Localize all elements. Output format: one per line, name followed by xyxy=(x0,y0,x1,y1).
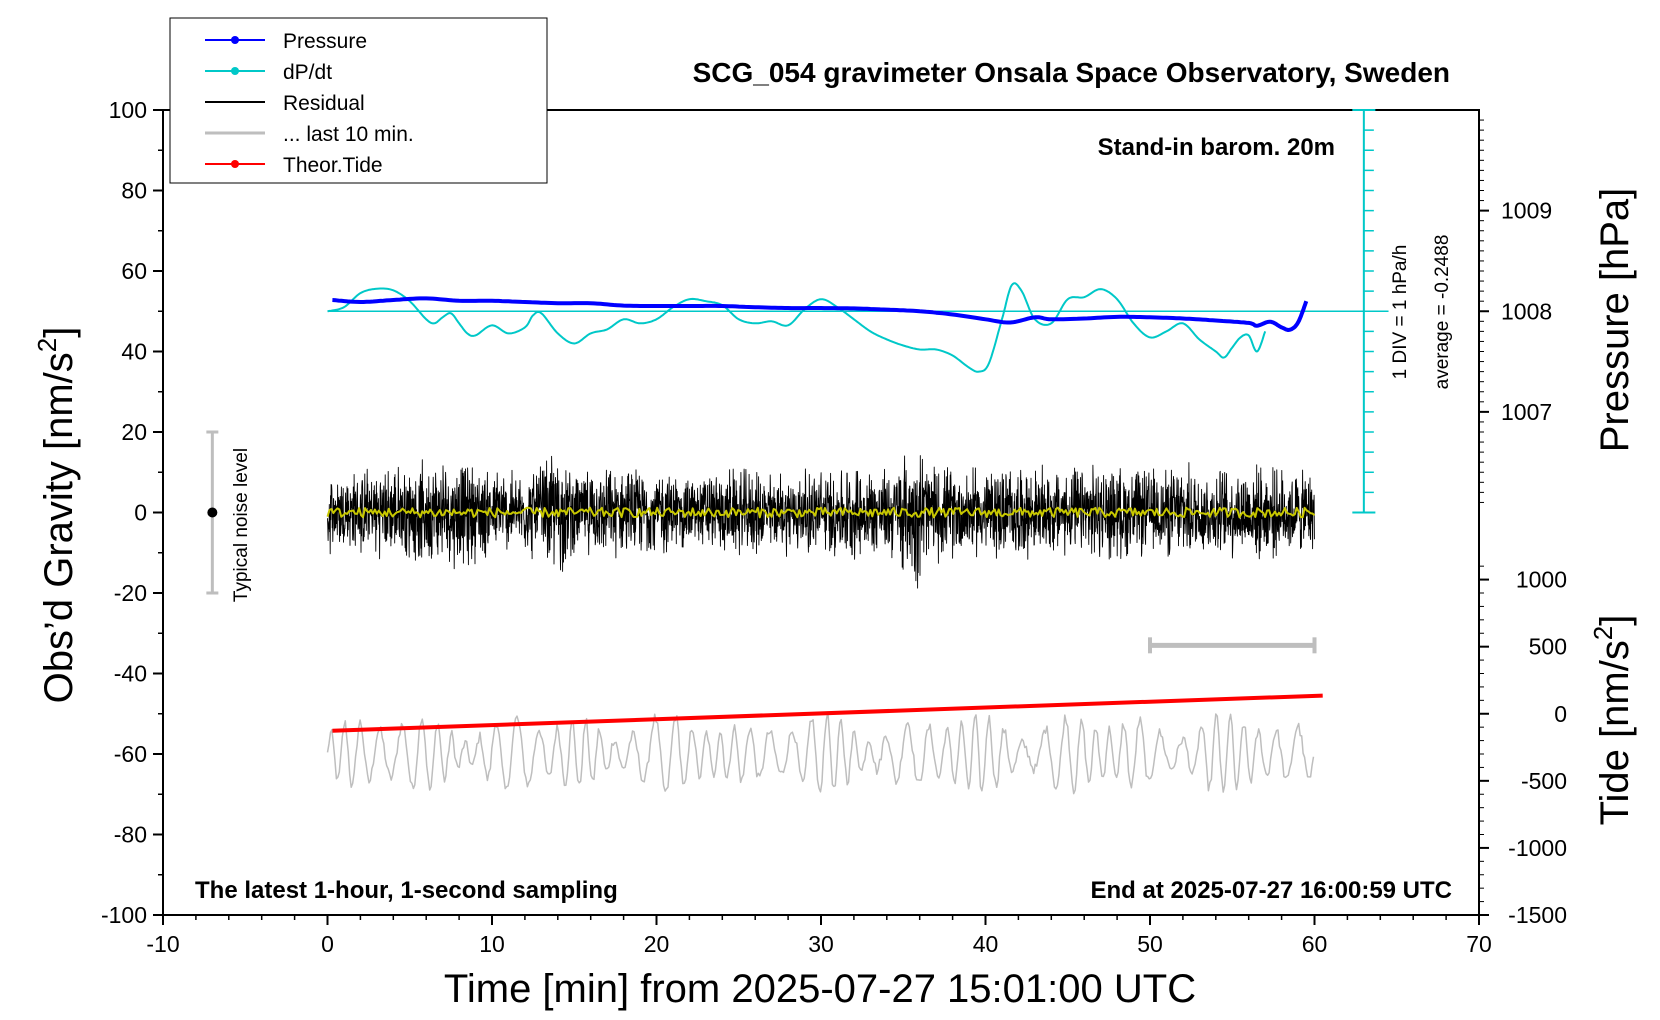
tide-axis-title-sup: 2 xyxy=(1588,626,1618,640)
x-tick-label: 50 xyxy=(1137,931,1163,957)
noise-level-marker xyxy=(206,430,219,595)
x-axis-title: Time [min] from 2025-07-27 15:01:00 UTC xyxy=(444,967,1196,1011)
tide-axis-title-base: Tide [nm/s xyxy=(1593,640,1637,825)
dpdt-series xyxy=(327,282,1267,373)
y-axis-title-left-end: ] xyxy=(37,327,81,338)
residual-mean-series xyxy=(326,506,1316,519)
y-tick-label: 80 xyxy=(121,178,147,204)
div-annotation: 1 DIV = 1 hPa/h xyxy=(1390,245,1411,380)
noise-annotation: Typical noise level xyxy=(231,448,252,602)
y-axis-title-left-sup: 2 xyxy=(32,338,62,352)
legend-label: Pressure xyxy=(283,30,367,53)
x-tick-label: 70 xyxy=(1466,931,1492,957)
tide-line xyxy=(332,693,1323,733)
residual-mean-line xyxy=(326,506,1316,519)
pressure-line xyxy=(332,296,1309,332)
tide-tick-label: 0 xyxy=(1554,701,1567,727)
tide-axis-ticks: -1500 -1000 -500 0 500 1000 xyxy=(1479,565,1567,928)
last10-line xyxy=(326,711,1315,795)
x-tick-label: 20 xyxy=(644,931,670,957)
y-tick-label: 0 xyxy=(134,500,147,526)
tide-axis-title: Tide [nm/s2] xyxy=(1588,615,1637,826)
y-tick-label: -20 xyxy=(114,580,147,606)
x-axis-ticks: -10 0 10 20 30 40 50 60 70 xyxy=(146,915,1492,957)
chart-title: SCG_054 gravimeter Onsala Space Observat… xyxy=(693,57,1450,88)
dpdt-scale-bar xyxy=(327,109,1389,514)
noise-level-center-dot xyxy=(207,507,218,518)
x-tick-label: 10 xyxy=(479,931,505,957)
barom-annotation: Stand-in barom. 20m xyxy=(1098,134,1335,161)
latest-annotation: The latest 1-hour, 1-second sampling xyxy=(195,877,618,904)
average-annotation: average = -0.2488 xyxy=(1432,235,1453,390)
x-tick-label: 60 xyxy=(1302,931,1328,957)
pressure-series xyxy=(332,296,1309,332)
y-tick-label: 60 xyxy=(121,258,147,284)
tide-series xyxy=(332,693,1323,733)
y-tick-label: -100 xyxy=(101,902,147,928)
tide-tick-label: -1000 xyxy=(1508,835,1567,861)
y-tick-label: 100 xyxy=(109,97,147,123)
tide-axis-title-end: ] xyxy=(1593,615,1637,626)
legend-marker xyxy=(231,36,239,44)
legend-label: dP/dt xyxy=(283,61,332,84)
legend-label: Theor.Tide xyxy=(283,154,383,177)
pressure-tick-label: 1009 xyxy=(1501,198,1552,224)
end-annotation: End at 2025-07-27 16:00:59 UTC xyxy=(1091,877,1453,904)
y-axis-title-left-base: Obs’d Gravity [nm/s xyxy=(37,352,81,703)
last10-window-bar xyxy=(1148,637,1317,654)
y-tick-label: -80 xyxy=(114,822,147,848)
y-tick-label: -40 xyxy=(114,661,147,687)
tide-tick-label: -500 xyxy=(1521,768,1567,794)
tide-tick-label: -1500 xyxy=(1508,902,1567,928)
tide-tick-label: 500 xyxy=(1529,634,1567,660)
y-tick-label: -60 xyxy=(114,741,147,767)
x-tick-label: 40 xyxy=(973,931,999,957)
pressure-axis-title: Pressure [hPa] xyxy=(1593,188,1637,453)
residual-line xyxy=(327,455,1315,589)
x-tick-label: 30 xyxy=(808,931,834,957)
legend-label: Residual xyxy=(283,92,365,115)
legend-marker xyxy=(231,160,239,168)
legend-marker xyxy=(231,67,239,75)
legend-label: ... last 10 min. xyxy=(283,123,414,146)
legend: Pressure dP/dt Residual ... last 10 min. The… xyxy=(169,17,548,184)
tide-tick-label: 1000 xyxy=(1516,567,1567,593)
y-tick-label: 20 xyxy=(121,419,147,445)
dpdt-line xyxy=(327,282,1267,373)
pressure-tick-label: 1008 xyxy=(1501,298,1552,324)
y-axis-ticks: -100 -80 -60 -40 -20 0 20 40 60 80 100 xyxy=(101,97,163,928)
legend-box xyxy=(169,17,548,184)
x-tick-label: 0 xyxy=(321,931,334,957)
pressure-axis-ticks: 1007 1008 1009 xyxy=(1479,119,1552,503)
residual-series xyxy=(327,455,1315,589)
last10-series xyxy=(326,711,1315,795)
y-axis-title-left: Obs’d Gravity [nm/s2] xyxy=(32,327,81,704)
pressure-tick-label: 1007 xyxy=(1501,399,1552,425)
x-tick-label: -10 xyxy=(146,931,179,957)
y-tick-label: 40 xyxy=(121,339,147,365)
